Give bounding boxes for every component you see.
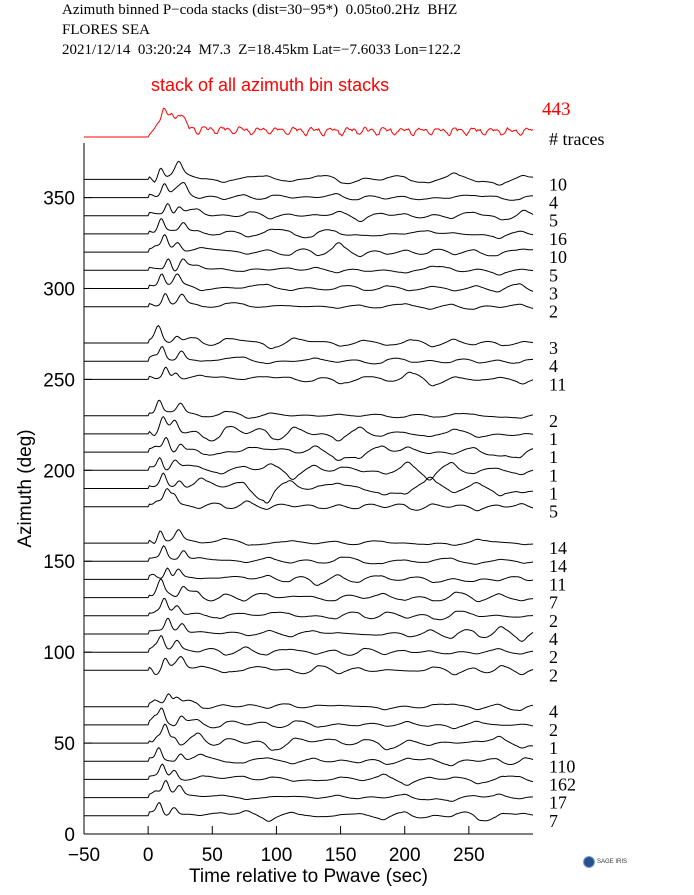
trace-line	[84, 273, 534, 293]
trace-count-label: 16	[549, 229, 567, 249]
y-tick-label: 150	[43, 552, 75, 573]
trace-line	[84, 202, 534, 222]
x-tick-label: 0	[143, 845, 154, 866]
y-tick-label: 0	[64, 825, 75, 846]
trace-line	[84, 656, 534, 676]
trace-line	[84, 345, 534, 365]
y-tick-label: 350	[43, 189, 75, 210]
y-tick-label: 250	[43, 370, 75, 391]
trace-count-label: 10	[549, 174, 567, 194]
trace-count-label: 4	[549, 356, 558, 376]
trace-line	[84, 234, 534, 258]
x-tick-label: −50	[68, 845, 100, 866]
trace-count-label: 1	[549, 447, 558, 467]
trace-count-label: 2	[549, 302, 558, 322]
trace-count-label: 3	[549, 338, 558, 358]
trace-count-label: 2	[549, 665, 558, 685]
x-axis-label: Time relative to Pwave (sec)	[189, 866, 428, 887]
trace-line	[84, 399, 534, 419]
trace-count-label: 1	[549, 484, 558, 504]
trace-line	[84, 217, 534, 240]
trace-count-label: 14	[549, 538, 567, 558]
trace-count-label: 2	[549, 647, 558, 667]
trace-count-label: 7	[549, 593, 558, 613]
stack-count-label: 443	[542, 99, 571, 120]
trace-count-label: 2	[549, 611, 558, 631]
stack-trace-line	[84, 107, 534, 138]
trace-line	[84, 693, 534, 712]
trace-count-label: 4	[549, 702, 558, 722]
logo-globe-icon	[583, 856, 595, 868]
trace-count-label: 162	[549, 774, 576, 794]
trace-line	[84, 763, 534, 786]
trace-count-label: 7	[549, 811, 558, 831]
trace-line	[84, 293, 534, 310]
trace-line	[84, 488, 534, 512]
trace-count-label: 2	[549, 720, 558, 740]
x-tick-label: 100	[261, 845, 293, 866]
y-tick-label: 100	[43, 643, 75, 664]
trace-count-header: # traces	[549, 129, 604, 149]
trace-count-label: 11	[549, 374, 566, 394]
trace-line	[84, 567, 534, 586]
trace-line	[84, 182, 534, 201]
trace-line	[84, 597, 533, 621]
chart-title-line2: FLORES SEA	[62, 22, 150, 38]
trace-line	[84, 160, 533, 186]
logo-text: SAGE IRIS	[597, 859, 628, 865]
x-tick-label: 250	[453, 845, 485, 866]
chart-title-line3: 2021/12/14 03:20:24 M7.3 Z=18.45km Lat=−…	[62, 42, 461, 58]
trace-count-label: 1	[549, 429, 558, 449]
trace-count-label: 14	[549, 556, 567, 576]
trace-count-label: 11	[549, 574, 566, 594]
trace-count-label: 3	[549, 283, 558, 303]
trace-line	[84, 416, 534, 442]
trace-line	[84, 324, 534, 350]
x-tick-label: 50	[202, 845, 223, 866]
trace-line	[84, 578, 534, 603]
y-tick-label: 200	[43, 461, 75, 482]
trace-line	[84, 617, 534, 642]
trace-count-label: 1	[549, 465, 558, 485]
x-tick-label: 200	[389, 845, 421, 866]
trace-count-label: 10	[549, 247, 567, 267]
trace-line	[84, 436, 534, 461]
x-tick-label: 150	[325, 845, 357, 866]
trace-line	[84, 634, 534, 656]
trace-line	[84, 707, 534, 730]
y-tick-label: 300	[43, 279, 75, 300]
y-axis-label: Azimuth (deg)	[15, 429, 36, 547]
trace-line	[84, 802, 534, 822]
stack-label: stack of all azimuth bin stacks	[151, 75, 389, 95]
trace-line	[84, 258, 534, 276]
trace-count-label: 2	[549, 411, 558, 431]
trace-line	[84, 456, 534, 481]
trace-count-label: 4	[549, 629, 558, 649]
y-tick-label: 50	[54, 734, 75, 755]
chart-title-line1: Azimuth binned P−coda stacks (dist=30−95…	[62, 2, 458, 18]
trace-line	[84, 529, 534, 546]
trace-count-label: 1	[549, 738, 558, 758]
trace-count-label: 4	[549, 193, 558, 213]
trace-line	[84, 723, 533, 751]
trace-count-label: 17	[549, 793, 567, 813]
trace-count-label: 5	[549, 502, 558, 522]
trace-line	[84, 747, 534, 767]
trace-count-label: 5	[549, 211, 558, 231]
trace-line	[84, 366, 534, 387]
trace-line	[84, 472, 534, 504]
trace-line	[84, 545, 534, 565]
trace-count-label: 5	[549, 265, 558, 285]
sage-logo: SAGE IRIS	[583, 856, 627, 868]
trace-count-label: 110	[549, 756, 575, 776]
trace-line	[84, 779, 533, 802]
